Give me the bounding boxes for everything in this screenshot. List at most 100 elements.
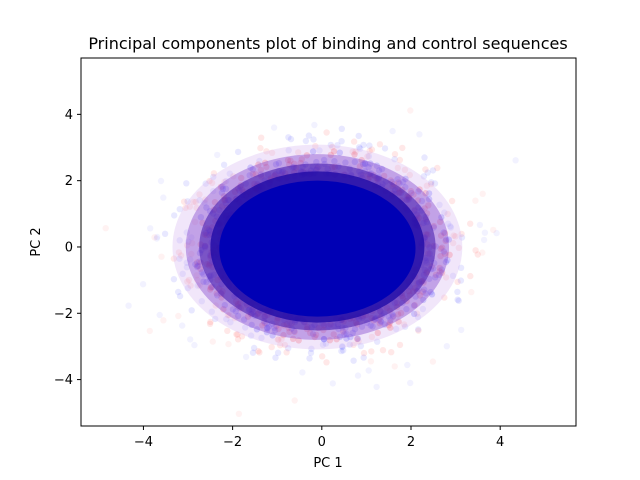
- scatter-point: [179, 270, 186, 277]
- scatter-point: [238, 333, 246, 340]
- scatter-point: [425, 195, 433, 203]
- x-tick-label: 2: [407, 435, 415, 450]
- scatter-point: [360, 349, 368, 357]
- scatter-point: [419, 305, 427, 313]
- scatter-point: [396, 341, 404, 349]
- scatter-point: [389, 127, 396, 135]
- scatter-point: [343, 330, 350, 338]
- scatter-point: [139, 281, 147, 288]
- scatter-point: [309, 330, 317, 338]
- scatter-point: [188, 234, 195, 241]
- scatter-point: [275, 160, 283, 167]
- scatter-point: [327, 151, 334, 159]
- scatter-point: [437, 232, 445, 239]
- scatter-point: [441, 250, 448, 257]
- scatter-point: [355, 132, 362, 140]
- y-tick-label: 4: [65, 108, 73, 123]
- scatter-point: [234, 148, 242, 156]
- scatter-point: [299, 369, 306, 376]
- scatter-point: [302, 137, 310, 145]
- scatter-point: [365, 367, 372, 374]
- scatter-point: [322, 340, 330, 347]
- scatter-point: [256, 157, 263, 165]
- scatter-point: [378, 165, 386, 173]
- scatter-point: [400, 321, 408, 328]
- scatter-point: [351, 325, 359, 333]
- scatter-point: [232, 308, 239, 315]
- scatter-point: [202, 180, 209, 187]
- scatter-point: [360, 161, 367, 168]
- scatter-point: [230, 173, 237, 180]
- scatter-point: [385, 322, 392, 329]
- scatter-point: [481, 229, 489, 236]
- scatter-point: [226, 312, 233, 319]
- scatter-point: [415, 326, 422, 333]
- scatter-point: [153, 235, 160, 242]
- scatter-point: [340, 328, 347, 335]
- scatter-point: [257, 144, 264, 152]
- x-axis-label: PC 1: [313, 456, 342, 471]
- scatter-point: [234, 331, 241, 338]
- scatter-point: [415, 188, 422, 195]
- scatter-point: [438, 269, 446, 276]
- scatter-point: [410, 302, 418, 309]
- scatter-point: [436, 201, 443, 208]
- scatter-point: [341, 330, 348, 338]
- scatter-point: [407, 379, 414, 387]
- scatter-point: [187, 336, 194, 343]
- scatter-point: [467, 272, 474, 280]
- scatter-point: [479, 249, 486, 256]
- scatter-point: [303, 152, 311, 159]
- scatter-point: [201, 199, 208, 206]
- scatter-point: [468, 288, 475, 296]
- scatter-point: [285, 345, 292, 352]
- scatter-point: [151, 234, 158, 241]
- scatter-point: [389, 311, 396, 318]
- scatter-point: [455, 244, 462, 251]
- x-axis-ticks: −4 −2 0 2 4: [134, 426, 504, 450]
- scatter-point: [441, 209, 448, 216]
- scatter-point: [212, 315, 219, 323]
- scatter-point: [457, 277, 465, 284]
- scatter-point: [411, 302, 418, 309]
- scatter-point: [310, 136, 317, 143]
- scatter-point: [217, 183, 225, 191]
- scatter-point: [264, 325, 271, 332]
- scatter-point: [209, 338, 216, 345]
- scatter-point: [188, 250, 195, 258]
- scatter-point: [285, 134, 292, 141]
- scatter-point: [440, 229, 447, 236]
- scatter-point: [176, 206, 183, 213]
- scatter-point: [493, 229, 500, 237]
- scatter-point: [175, 312, 182, 320]
- scatter-point: [426, 275, 433, 283]
- scatter-point: [418, 197, 426, 205]
- scatter-point: [446, 251, 453, 258]
- scatter-point: [309, 148, 317, 155]
- scatter-point: [416, 292, 424, 299]
- scatter-point: [193, 272, 200, 279]
- scatter-point: [355, 337, 362, 345]
- scatter-point: [312, 331, 320, 338]
- scatter-point: [250, 344, 258, 352]
- scatter-point: [308, 345, 315, 352]
- scatter-point: [368, 348, 375, 355]
- scatter-point: [281, 341, 289, 349]
- scatter-point: [431, 180, 439, 187]
- scatter-point: [187, 256, 194, 263]
- scatter-point: [198, 269, 206, 276]
- scatter-point: [424, 169, 431, 176]
- scatter-point: [179, 322, 186, 329]
- scatter-point: [157, 177, 165, 185]
- scatter-point: [425, 202, 432, 209]
- scatter-point: [102, 225, 109, 232]
- scatter-point: [436, 268, 443, 275]
- scatter-point: [445, 236, 452, 243]
- scatter-point: [249, 170, 256, 178]
- scatter-point: [357, 145, 364, 152]
- scatter-point: [196, 197, 203, 204]
- scatter-point: [258, 334, 265, 342]
- scatter-point: [449, 272, 457, 279]
- scatter-point: [305, 132, 313, 139]
- scatter-point: [406, 171, 413, 179]
